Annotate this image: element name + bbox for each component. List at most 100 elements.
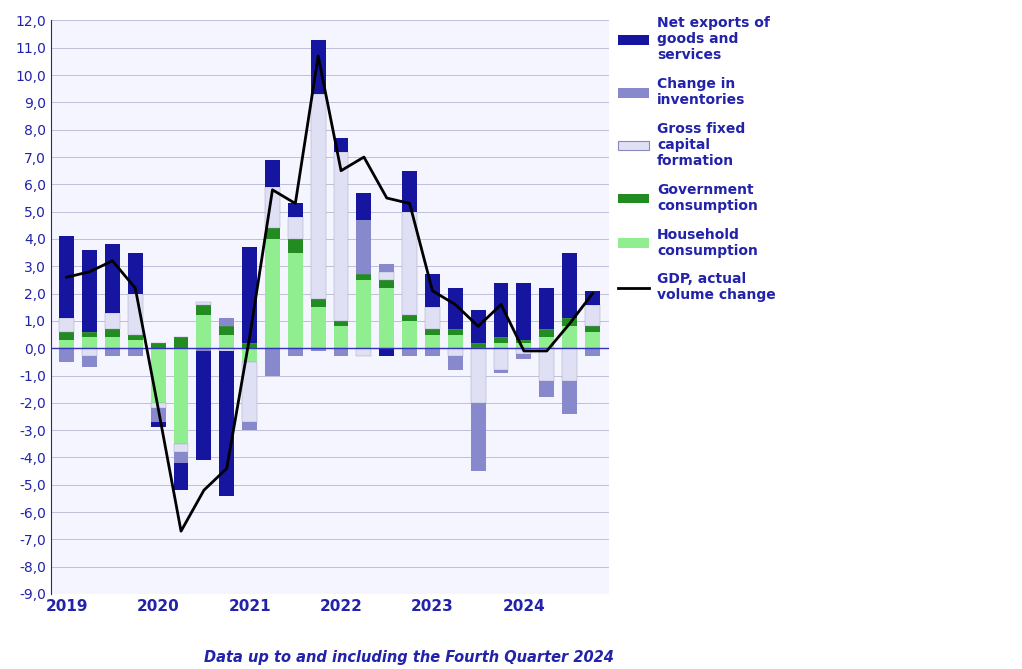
Bar <box>585 291 600 304</box>
Bar <box>357 274 371 280</box>
Bar <box>196 304 212 316</box>
Bar <box>242 343 258 348</box>
Bar <box>288 239 303 253</box>
Bar <box>494 370 509 373</box>
Bar <box>585 332 600 348</box>
Bar <box>128 294 143 334</box>
Bar <box>425 348 439 357</box>
Bar <box>379 280 394 288</box>
Bar <box>403 321 417 348</box>
Bar <box>82 250 97 332</box>
Bar <box>151 348 166 403</box>
Bar <box>333 326 349 348</box>
Bar <box>516 340 531 343</box>
Bar <box>425 329 439 334</box>
Bar <box>448 288 463 329</box>
Bar <box>448 357 463 370</box>
Bar <box>174 463 188 490</box>
Bar <box>494 343 509 348</box>
Bar <box>516 343 531 348</box>
Bar <box>311 307 326 348</box>
Bar <box>403 316 417 321</box>
Bar <box>220 334 234 348</box>
Bar <box>357 193 371 220</box>
Bar <box>562 253 577 318</box>
Bar <box>333 321 349 326</box>
Bar <box>242 362 258 422</box>
Bar <box>265 228 280 239</box>
Bar <box>379 348 394 357</box>
Bar <box>242 422 258 430</box>
Bar <box>59 340 75 348</box>
Legend: Net exports of
goods and
services, Change in
inventories, Gross fixed
capital
fo: Net exports of goods and services, Chang… <box>618 16 776 302</box>
Bar <box>220 318 234 326</box>
Bar <box>59 348 75 362</box>
Bar <box>379 288 394 348</box>
Bar <box>425 274 439 307</box>
Bar <box>288 203 303 217</box>
Bar <box>585 326 600 332</box>
Bar <box>494 337 509 343</box>
Bar <box>59 332 75 340</box>
Bar <box>562 348 577 381</box>
Bar <box>585 304 600 326</box>
Bar <box>540 329 554 337</box>
Bar <box>128 348 143 357</box>
Bar <box>128 334 143 340</box>
Bar <box>333 152 349 321</box>
Bar <box>174 444 188 452</box>
Bar <box>333 348 349 357</box>
Bar <box>128 253 143 294</box>
Bar <box>220 351 234 496</box>
Bar <box>540 381 554 397</box>
Bar <box>471 348 485 403</box>
Bar <box>265 160 280 187</box>
Bar <box>585 348 600 357</box>
Bar <box>82 332 97 337</box>
Bar <box>448 348 463 357</box>
Bar <box>562 318 577 326</box>
Bar <box>288 217 303 239</box>
Bar <box>196 302 212 304</box>
Bar <box>357 280 371 348</box>
Bar <box>105 348 120 357</box>
Bar <box>265 187 280 228</box>
Bar <box>333 138 349 152</box>
Bar <box>196 348 212 351</box>
Bar <box>516 348 531 354</box>
Bar <box>562 326 577 348</box>
Bar <box>540 337 554 348</box>
Bar <box>471 343 485 348</box>
Bar <box>59 318 75 332</box>
Bar <box>174 348 188 444</box>
Bar <box>82 348 97 357</box>
Bar <box>311 94 326 299</box>
Bar <box>311 39 326 94</box>
Bar <box>403 348 417 357</box>
Bar <box>288 348 303 357</box>
Bar <box>403 171 417 211</box>
Bar <box>220 348 234 351</box>
Bar <box>151 422 166 427</box>
Bar <box>174 337 188 348</box>
Bar <box>105 312 120 329</box>
Bar <box>494 283 509 337</box>
Text: Data up to and including the Fourth Quarter 2024: Data up to and including the Fourth Quar… <box>203 650 614 665</box>
Bar <box>425 307 439 329</box>
Bar <box>105 337 120 348</box>
Bar <box>448 334 463 348</box>
Bar <box>471 403 485 471</box>
Bar <box>540 348 554 381</box>
Bar <box>242 247 258 343</box>
Bar <box>59 236 75 318</box>
Bar <box>105 329 120 337</box>
Bar <box>151 408 166 422</box>
Bar <box>403 211 417 316</box>
Bar <box>357 348 371 357</box>
Bar <box>265 239 280 348</box>
Bar <box>151 343 166 348</box>
Bar <box>288 253 303 348</box>
Bar <box>448 329 463 334</box>
Bar <box>471 310 485 343</box>
Bar <box>242 348 258 362</box>
